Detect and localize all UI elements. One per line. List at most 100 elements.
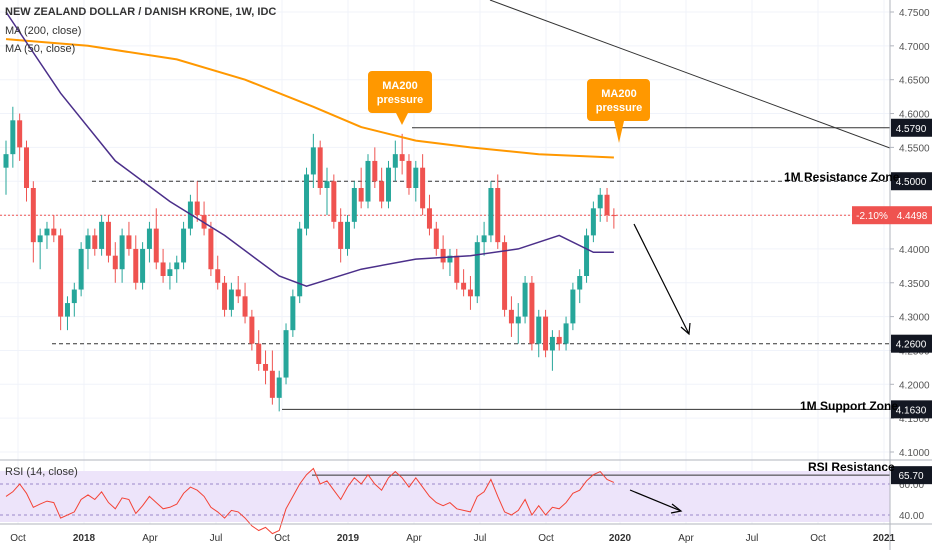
callout-2-line2: pressure xyxy=(596,102,642,114)
candle-body xyxy=(577,276,583,290)
candle-body xyxy=(78,248,84,290)
candle-body xyxy=(174,262,180,270)
price-tick-label: 4.3000 xyxy=(899,313,930,324)
time-axis-label: Jul xyxy=(474,533,487,544)
level-label-box xyxy=(891,334,932,353)
candle-body xyxy=(58,235,64,317)
candle-body xyxy=(297,228,303,297)
candle-body xyxy=(495,188,501,243)
candle-body xyxy=(37,235,43,243)
time-axis-label: Apr xyxy=(678,533,694,544)
candle-body xyxy=(392,154,398,168)
candle-body xyxy=(167,269,173,276)
candle-body xyxy=(317,147,323,188)
chart-title: NEW ZEALAND DOLLAR / DANISH KRONE, 1W, I… xyxy=(5,6,277,18)
candle-body xyxy=(556,336,562,344)
candle-body xyxy=(502,242,508,310)
price-tick-label: 4.4000 xyxy=(899,245,930,256)
level-lines xyxy=(0,127,890,516)
current-change: -2.10% xyxy=(856,211,888,222)
projection-arrow-rsi xyxy=(629,489,683,514)
candle-body xyxy=(454,255,460,283)
candle-body xyxy=(338,221,344,249)
level-label-text: 4.1630 xyxy=(896,405,927,416)
candle-body xyxy=(590,208,596,236)
candle-body xyxy=(30,188,36,243)
candle-body xyxy=(365,160,371,202)
candle-body xyxy=(536,316,542,344)
level-label-text: 4.2600 xyxy=(896,340,927,351)
time-axis-label: Jul xyxy=(210,533,223,544)
candle-body xyxy=(413,167,419,188)
time-axis-label: Oct xyxy=(274,533,290,544)
candle-body xyxy=(351,188,357,222)
time-axis-label: Apr xyxy=(142,533,158,544)
candle-body xyxy=(358,188,364,202)
time-axis-label: Jul xyxy=(746,533,759,544)
candle-body xyxy=(549,336,555,351)
candle-body xyxy=(160,262,166,276)
candle-body xyxy=(85,235,91,249)
candle-body xyxy=(119,235,125,270)
candle-body xyxy=(385,167,391,202)
time-axis[interactable]: Oct 2018 Apr Jul Oct 2019 Apr Jul Oct 2020 Apr Jul O… xyxy=(10,533,895,544)
ma50-line xyxy=(5,11,614,287)
time-axis-label: Oct xyxy=(810,533,826,544)
ma200-pressure-callout-1: MA200 pressure xyxy=(368,71,432,125)
level-label-text: 4.5790 xyxy=(896,124,927,135)
candle-body xyxy=(263,364,269,371)
candle-body xyxy=(304,174,310,229)
candle-body xyxy=(488,188,494,236)
callout-1-line1: MA200 xyxy=(382,80,417,92)
candle-body xyxy=(140,248,146,283)
candle-body xyxy=(379,181,385,202)
candle-body xyxy=(481,235,487,243)
time-axis-label: 2020 xyxy=(609,533,632,544)
time-axis-label: Oct xyxy=(538,533,554,544)
projection-arrow-price xyxy=(633,223,691,336)
candle-body xyxy=(99,221,105,249)
time-axis-label: 2021 xyxy=(873,533,896,544)
price-tick-label: 4.1500 xyxy=(899,414,930,425)
candle-body xyxy=(310,147,316,175)
price-tick-label: 4.5500 xyxy=(899,143,930,154)
candle-body xyxy=(345,221,350,249)
price-tick-label: 4.2000 xyxy=(899,380,930,391)
candle-body xyxy=(290,296,296,331)
price-tick-label: 4.3500 xyxy=(899,279,930,290)
current-price: 4.4498 xyxy=(897,211,928,222)
candle-body xyxy=(283,330,289,378)
candle-body xyxy=(604,194,610,216)
rsi-legend: RSI (14, close) xyxy=(5,466,78,478)
ma50-legend: MA (50, close) xyxy=(5,43,76,55)
rsi-level-box xyxy=(891,466,932,485)
candle-body xyxy=(597,194,603,209)
candle-body xyxy=(611,215,617,217)
ma200-line xyxy=(5,38,614,159)
ma200-pressure-callout-2: MA200 pressure xyxy=(587,79,650,143)
candle-body xyxy=(92,235,98,249)
candle-body xyxy=(215,269,221,283)
candle-body xyxy=(235,289,241,297)
candle-body xyxy=(3,154,9,168)
candle-body xyxy=(420,167,426,209)
candle-body xyxy=(529,282,535,344)
candle-body xyxy=(276,377,282,398)
time-axis-label: Apr xyxy=(406,533,422,544)
candle-body xyxy=(112,255,118,270)
price-tick-label: 4.7500 xyxy=(899,8,930,19)
resistance-zone-label: 1M Resistance Zone xyxy=(784,170,900,184)
candle-body xyxy=(194,201,200,216)
candle-body xyxy=(508,309,514,324)
rsi-scale[interactable]: 60.00 40.00 65.70 xyxy=(891,466,932,522)
price-tick-label: 4.7000 xyxy=(899,42,930,53)
candle-body xyxy=(181,228,187,263)
candle-body xyxy=(133,248,139,283)
candle-body xyxy=(23,147,29,188)
price-scale[interactable]: 4.75004.70004.65004.60004.55004.50004.45… xyxy=(890,8,930,459)
candle-body xyxy=(399,154,405,161)
time-axis-label: 2019 xyxy=(337,533,360,544)
candle-body xyxy=(447,255,453,263)
candle-body xyxy=(440,248,446,263)
